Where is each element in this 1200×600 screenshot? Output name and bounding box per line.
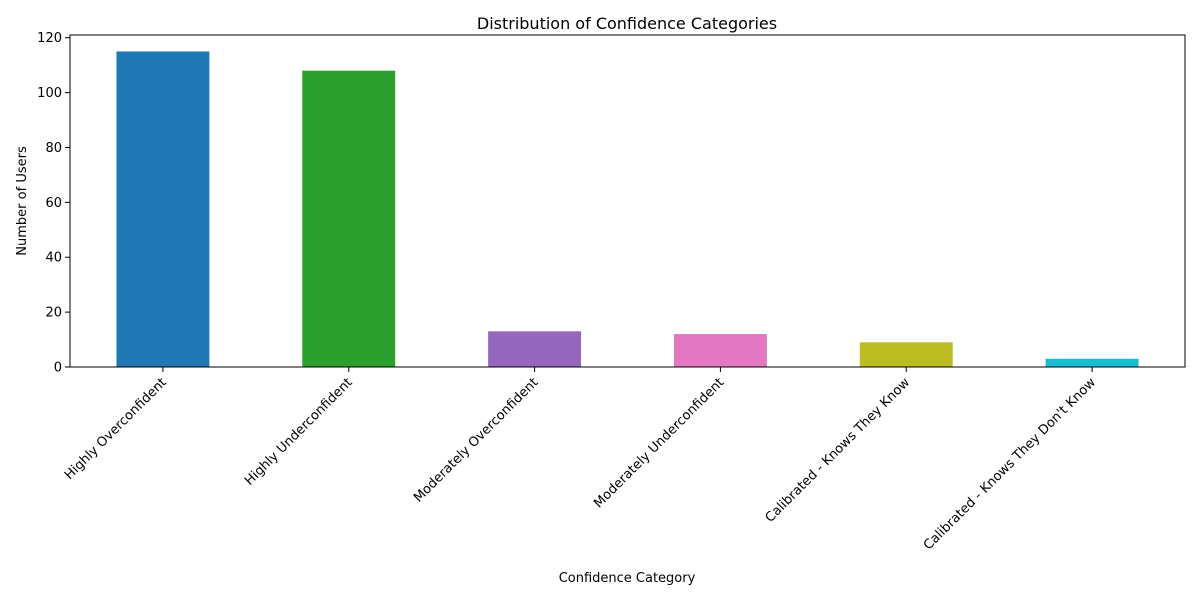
chart-title: Distribution of Confidence Categories — [477, 14, 777, 33]
x-tick-label: Highly Overconfident — [62, 375, 170, 483]
x-tick-label: Calibrated - Knows They Don't Know — [921, 375, 1099, 553]
bar — [488, 331, 582, 367]
bar — [302, 70, 396, 367]
y-axis-label: Number of Users — [15, 146, 30, 256]
bar — [673, 334, 767, 367]
y-tick-label: 0 — [54, 361, 62, 376]
bar — [1045, 358, 1139, 367]
y-tick-label: 40 — [45, 251, 62, 266]
y-tick-label: 120 — [37, 31, 62, 46]
bars-group — [116, 51, 1139, 368]
bar — [859, 342, 953, 367]
x-axis: Highly Overconfident Highly Underconfiden… — [62, 367, 1099, 553]
y-tick-label: 60 — [45, 196, 62, 211]
y-tick-label: 100 — [37, 86, 62, 101]
x-axis-label: Confidence Category — [559, 571, 696, 586]
x-tick-label: Highly Underconfident — [242, 375, 355, 488]
y-axis: 0 20 40 60 80 100 120 — [37, 31, 70, 376]
plot-frame — [69, 34, 1186, 368]
bar — [116, 51, 210, 368]
y-tick-label: 80 — [45, 141, 62, 156]
x-tick-label: Moderately Overconfident — [411, 375, 541, 505]
x-tick-label: Moderately Underconfident — [591, 375, 727, 511]
x-tick-label: Calibrated - Knows They Know — [763, 375, 914, 526]
y-tick-label: 20 — [45, 306, 62, 321]
